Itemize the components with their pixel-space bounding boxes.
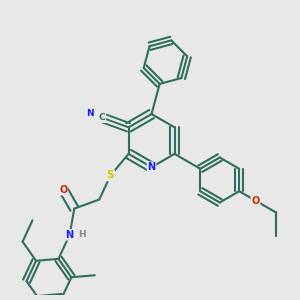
Text: O: O <box>59 185 68 195</box>
Text: N: N <box>66 230 74 240</box>
Text: S: S <box>107 170 114 181</box>
Text: C: C <box>99 113 105 122</box>
Text: N: N <box>148 162 156 172</box>
Text: O: O <box>251 196 260 206</box>
Text: N: N <box>87 109 94 118</box>
Text: H: H <box>78 230 86 239</box>
